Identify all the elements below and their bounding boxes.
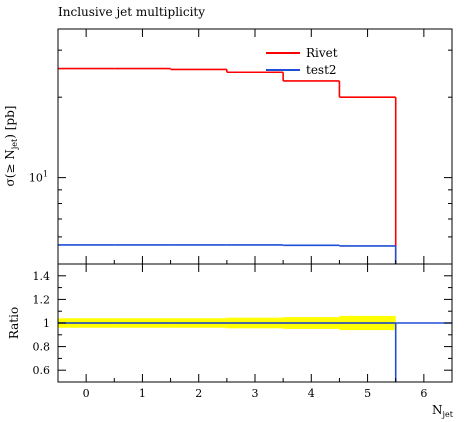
ratio-y-axis-label: Ratio: [7, 307, 21, 339]
x-tick-label: 6: [420, 387, 427, 400]
legend: Rivet test2: [266, 46, 338, 77]
main-y-tick-labels: 101: [29, 170, 48, 185]
chart-title: Inclusive jet multiplicity: [58, 5, 205, 19]
legend-label-test2: test2: [306, 63, 337, 77]
x-tick-label: 3: [252, 387, 259, 400]
main-series-layer: [58, 67, 397, 264]
ratio-y-tick-label: 1.4: [33, 270, 51, 283]
ratio-y-tick-label: 1: [43, 317, 50, 330]
ratio-ticks: [57, 263, 453, 383]
ratio-y-tick-label: 0.8: [33, 341, 51, 354]
main-y-axis-label: σ(≥ Njet) [pb]: [3, 106, 19, 187]
ratio-y-tick-labels: 0.6 0.8 1 1.2 1.4: [33, 270, 51, 377]
x-tick-label: 5: [364, 387, 371, 400]
ratio-series-layer: [58, 322, 452, 382]
x-tick-label: 1: [139, 387, 146, 400]
ratio-panel: 0.6 0.8 1 1.2 1.4 0 1 2 3 4 5 6 Ratio Njet: [7, 263, 454, 419]
ratio-y-tick-label: 1.2: [33, 293, 51, 306]
x-tick-label: 4: [308, 387, 315, 400]
ratio-y-tick-label: 0.6: [33, 364, 51, 377]
x-tick-labels: 0 1 2 3 4 5 6: [83, 387, 428, 400]
main-panel-frame: [57, 28, 453, 265]
main-panel: 101 σ(≥ Njet) [pb] Rivet test2: [3, 28, 453, 265]
x-tick-label: 0: [83, 387, 90, 400]
x-axis-label: Njet: [432, 403, 454, 419]
x-tick-label: 2: [195, 387, 202, 400]
main-y-tick-label: 101: [29, 170, 48, 185]
main-ticks: [57, 29, 453, 264]
legend-label-rivet: Rivet: [306, 46, 338, 60]
